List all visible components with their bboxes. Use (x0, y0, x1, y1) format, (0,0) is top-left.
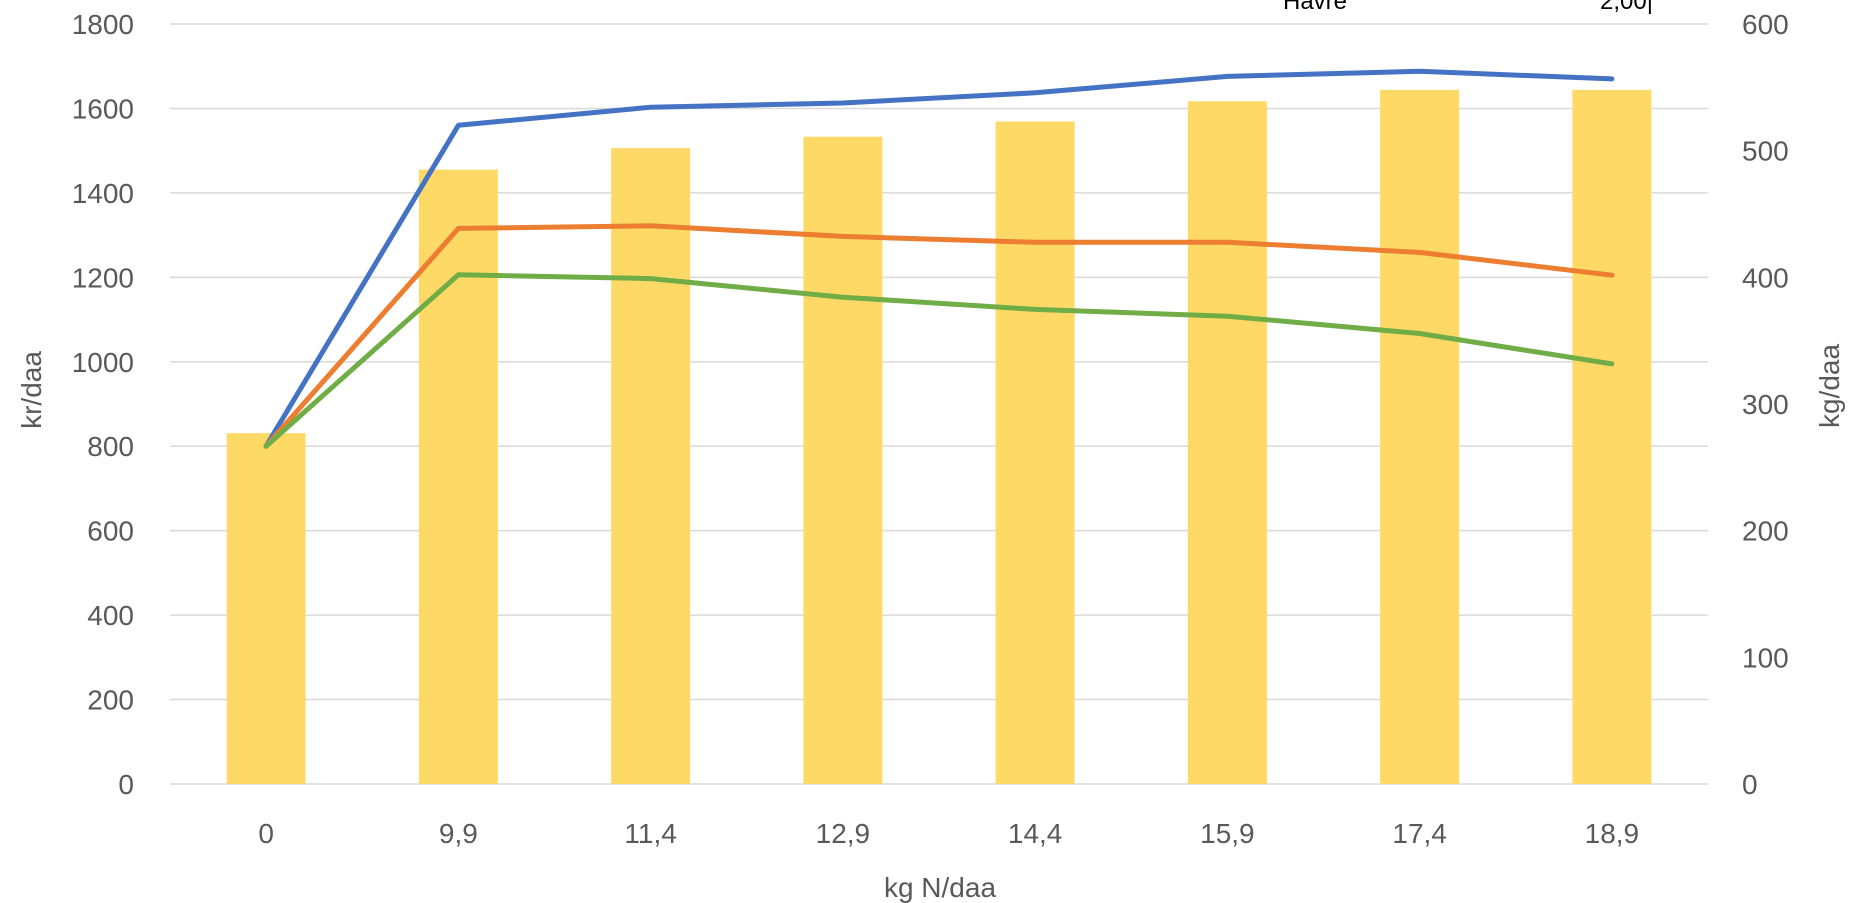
bar (1572, 89, 1652, 784)
right-y-tick-label: 200 (1742, 516, 1789, 547)
clipped-legend-text-1: Havre (1283, 0, 1347, 15)
x-tick-label: 12,9 (816, 818, 871, 849)
right-y-tick-label: 400 (1742, 262, 1789, 293)
x-tick-label: 0 (258, 818, 274, 849)
right-y-tick-label: 500 (1742, 136, 1789, 167)
x-axis-title: kg N/daa (884, 872, 996, 903)
left-y-tick-label: 400 (87, 600, 134, 631)
bar (418, 169, 498, 784)
right-y-axis-title: kg/daa (1814, 344, 1845, 428)
x-tick-label: 15,9 (1200, 818, 1255, 849)
bar (226, 433, 306, 784)
line-series-3 (263, 272, 1615, 449)
x-axis-ticks: 0 9,9 11,4 12,9 14,4 15,9 17,4 18,9 (258, 818, 1639, 849)
left-y-tick-label: 0 (118, 769, 134, 800)
clipped-legend-text-2: 2,00| (1600, 0, 1653, 15)
right-y-tick-label: 0 (1742, 769, 1758, 800)
left-y-tick-label: 600 (87, 516, 134, 547)
bar (611, 148, 691, 785)
x-tick-label: 18,9 (1585, 818, 1640, 849)
left-y-tick-label: 1800 (72, 9, 134, 40)
bar-series (226, 89, 1652, 785)
left-y-tick-label: 800 (87, 431, 134, 462)
right-y-tick-label: 300 (1742, 389, 1789, 420)
line-series-1 (263, 68, 1615, 449)
bar (995, 121, 1075, 785)
left-y-tick-label: 1600 (72, 93, 134, 124)
line-series (263, 68, 1615, 449)
left-y-tick-label: 1200 (72, 262, 134, 293)
right-y-tick-label: 600 (1742, 9, 1789, 40)
bar (1187, 101, 1267, 785)
right-y-axis-ticks: 0 100 200 300 400 500 600 (1742, 9, 1789, 800)
x-tick-label: 14,4 (1008, 818, 1063, 849)
x-tick-label: 9,9 (439, 818, 478, 849)
bar (1380, 89, 1460, 784)
left-y-tick-label: 1400 (72, 178, 134, 209)
left-y-axis-ticks: 0 200 400 600 800 1000 1200 1400 1600 1800 (72, 9, 134, 800)
left-y-axis-title: kr/daa (16, 351, 47, 429)
x-tick-label: 11,4 (624, 818, 676, 849)
left-y-tick-label: 200 (87, 685, 134, 716)
bar (803, 136, 883, 784)
left-y-tick-label: 1000 (72, 347, 134, 378)
right-y-tick-label: 100 (1742, 642, 1789, 673)
gridlines (170, 23, 1708, 785)
x-tick-label: 17,4 (1392, 818, 1447, 849)
line-series-2 (263, 223, 1615, 449)
